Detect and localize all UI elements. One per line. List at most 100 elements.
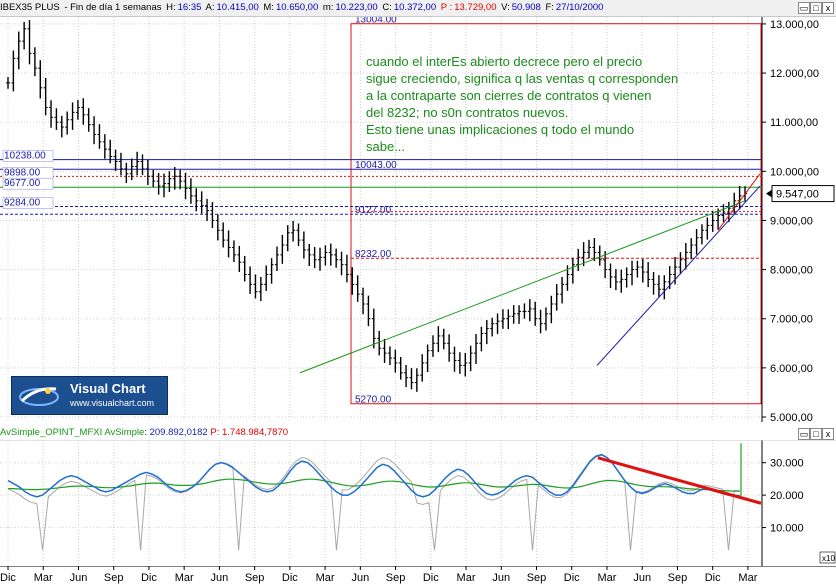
quote-header: IBEX35 PLUS - Fin de día 1 semanas H: 16:… <box>0 0 836 17</box>
x-tick-label: Dic <box>141 572 157 584</box>
x-tick-label: Mar <box>457 572 476 584</box>
close-button[interactable]: x <box>822 2 834 14</box>
close-value: 10.372,00 <box>393 2 437 13</box>
level-label: 5270.00 <box>355 395 392 406</box>
x-tick-label: Mar <box>34 572 53 584</box>
x-tick-label: Jun <box>492 572 510 584</box>
red-trendline <box>717 173 761 231</box>
indicator-chart[interactable]: 10.000 20.000 30.000 x10 <box>0 440 836 566</box>
indicator-value-2-label: P: <box>210 427 220 438</box>
indicator-value-2: 1.748.984,7870 <box>221 427 289 438</box>
sub-y-tick-label: 20.000 <box>770 490 804 502</box>
y-tick-label: 10.000,00 <box>770 166 819 178</box>
sub-close-button[interactable]: x <box>822 428 834 440</box>
indicator-fast-line <box>7 453 741 498</box>
indicator-raw-line <box>7 454 741 551</box>
level-label: 8232.00 <box>355 249 392 260</box>
level-label: 9284.00 <box>4 198 41 209</box>
scale-note: x10 <box>822 554 835 563</box>
x-tick-label: Dic <box>423 572 439 584</box>
x-tick-label: Jun <box>70 572 88 584</box>
x-tick-label: Sep <box>386 572 406 584</box>
y-axis-area <box>762 17 836 422</box>
x-axis: Dic Mar Jun Sep Dic Mar Jun Sep Dic Mar Jun Sep Dic M… <box>0 566 836 584</box>
sub-y-tick-label: 30.000 <box>770 458 804 470</box>
x-tick-label: Sep <box>527 572 547 584</box>
annotation-text: sigue creciendo, significa q las ventas … <box>366 71 678 86</box>
a-label: A: <box>205 2 215 13</box>
x-tick-label: Jun <box>351 572 369 584</box>
blue-trendline <box>596 185 761 366</box>
period-label: - Fin de día 1 semanas <box>64 2 162 13</box>
y-tick-label: 5.000,00 <box>770 412 813 422</box>
v-label: V: <box>501 2 510 13</box>
a-value: 10.415,00 <box>216 2 259 13</box>
date-value: 27/10/2000 <box>555 2 604 13</box>
f-label: F: <box>545 2 554 13</box>
y-tick-label: 6.000,00 <box>770 363 813 375</box>
x-tick-label: Mar <box>738 572 757 584</box>
annotation-text: Esto tiene unas implicaciones q todo el … <box>366 122 634 137</box>
annotation-text: sabe... <box>366 139 405 154</box>
annotation-text: a la contraparte son cierres de contrato… <box>366 88 651 103</box>
annotation-text: del 8232; no s0n contratos nuevos. <box>366 105 568 120</box>
scale-note-box <box>819 551 836 564</box>
x-tick-label: Jun <box>211 572 229 584</box>
x-tick-label: Dic <box>282 572 298 584</box>
p-label: P : <box>440 2 453 13</box>
c-label: C: <box>382 2 392 13</box>
level-label: 10238.00 <box>4 151 46 162</box>
visual-chart-logo: Visual Chart www.visualchart.com <box>11 376 168 415</box>
level-label: 9677.00 <box>4 178 41 189</box>
last-price-label: 9.547,00 <box>776 189 819 201</box>
y-tick-label: 7.000,00 <box>770 314 813 326</box>
indicator-slow-line <box>8 478 740 492</box>
volume-value: 50.908 <box>511 2 541 13</box>
x-tick-label: Mar <box>175 572 194 584</box>
indicator-trendline <box>597 456 762 505</box>
x-tick-label: Sep <box>245 572 265 584</box>
min-label: m: <box>322 2 334 13</box>
last-price-arrow <box>766 189 772 198</box>
level-label: 9127.00 <box>355 205 392 216</box>
y-tick-label: 13.000,00 <box>770 19 819 31</box>
level-label-bg <box>2 150 54 162</box>
y-tick-label: 11.000,00 <box>770 117 818 129</box>
indicator-header: AvSimple_OPINT_MFXI AvSimple: 209.892,01… <box>0 427 289 438</box>
restore-button[interactable]: ▭ <box>798 2 810 14</box>
x-tick-label: Dic <box>0 572 16 584</box>
level-label: 9898.00 <box>4 167 41 178</box>
logo-swoosh-icon <box>19 387 59 406</box>
m-label: M: <box>263 2 274 13</box>
x-tick-label: Dic <box>705 572 721 584</box>
level-label: 13004.00 <box>355 17 397 26</box>
y-tick-label: 12.000,00 <box>770 68 819 80</box>
maximize-button[interactable]: □ <box>810 2 822 14</box>
x-tick-label: Sep <box>668 572 688 584</box>
sub-maximize-button[interactable]: □ <box>810 428 822 440</box>
price-chart[interactable]: 5.000,00 6.000,00 7.000,00 8.000,00 9.000,00… <box>0 17 836 422</box>
sub-y-tick-label: 10.000 <box>770 523 804 535</box>
last-price-box <box>771 185 835 203</box>
x-tick-label: Sep <box>104 572 124 584</box>
logo-url: www.visualchart.com <box>70 398 155 408</box>
indicator-title: AvSimple_OPINT_MFXI AvSimple <box>0 427 145 438</box>
level-label-bg <box>2 197 54 209</box>
level-label: 10043.00 <box>355 160 397 171</box>
annotation-text: cuando el interEs abierto decrece pero e… <box>366 54 642 69</box>
y-tick-label: 9.000,00 <box>770 215 813 227</box>
green-trendline <box>299 200 746 374</box>
sub-restore-button[interactable]: ▭ <box>798 428 810 440</box>
min-value: 10.223,00 <box>335 2 378 13</box>
y-tick-label: 8.000,00 <box>770 265 813 277</box>
level-label-bg <box>2 177 54 190</box>
logo-title: Visual Chart <box>70 381 146 396</box>
x-tick-label: Dic <box>564 572 580 584</box>
indicator-value-1: 209.892,0182 <box>149 427 208 438</box>
h-value: 16:35 <box>177 2 202 13</box>
x-tick-label: Mar <box>316 572 335 584</box>
x-tick-label: Jun <box>633 572 651 584</box>
h-label: H: <box>166 2 176 13</box>
x-tick-label: Mar <box>597 572 616 584</box>
